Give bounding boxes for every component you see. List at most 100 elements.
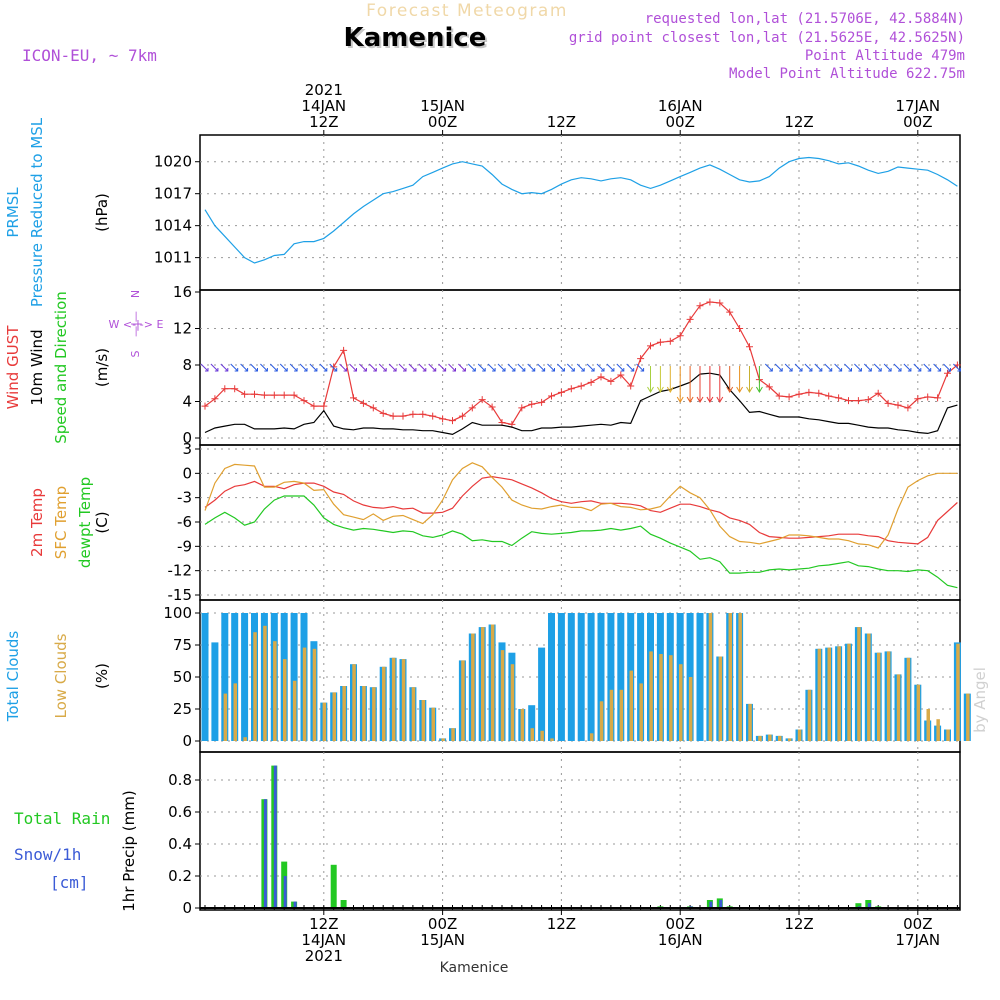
wind-arrow bbox=[487, 363, 496, 372]
wind-arrow-head bbox=[755, 386, 763, 393]
wind-arrow-head bbox=[878, 368, 882, 372]
data-bar bbox=[441, 738, 445, 741]
wind-arrow bbox=[448, 363, 456, 372]
gust-marker bbox=[775, 392, 783, 400]
bottom-time-label: 12Z bbox=[784, 915, 813, 933]
data-bar bbox=[411, 687, 416, 741]
data-bar bbox=[481, 627, 485, 741]
wind-arrow bbox=[497, 363, 506, 372]
gust-marker bbox=[528, 400, 536, 408]
gust-marker bbox=[874, 389, 882, 397]
wind-arrow bbox=[329, 363, 338, 372]
gust-marker bbox=[518, 404, 526, 412]
compass-axis: —|— bbox=[129, 311, 142, 337]
gust-marker bbox=[696, 302, 704, 310]
data-bar bbox=[787, 738, 792, 741]
data-bar bbox=[233, 683, 237, 741]
wind-arrow-head bbox=[808, 368, 813, 372]
data-bar bbox=[617, 613, 625, 741]
y-tick-label: -3 bbox=[177, 489, 192, 507]
wind-arrow bbox=[616, 363, 625, 372]
data-bar bbox=[352, 664, 356, 741]
wind-arrow-head bbox=[620, 368, 625, 372]
data-bar bbox=[956, 643, 960, 741]
panel-label: PRMSL bbox=[4, 187, 22, 238]
data-bar bbox=[669, 655, 673, 741]
series-line bbox=[204, 301, 958, 425]
wind-arrow bbox=[913, 363, 922, 372]
y-tick-label: 0.8 bbox=[168, 771, 192, 789]
wind-arrow bbox=[804, 363, 813, 372]
gust-marker bbox=[746, 343, 753, 351]
unit-label: (m/s) bbox=[93, 348, 111, 387]
top-time-label: 12Z bbox=[784, 113, 813, 131]
data-bar bbox=[837, 646, 841, 741]
data-bar bbox=[807, 689, 812, 741]
wind-arrow-head bbox=[789, 368, 793, 372]
gust-marker bbox=[350, 394, 357, 402]
wind-arrow-head bbox=[373, 368, 377, 372]
bottom-time-label: 12Z bbox=[309, 915, 338, 933]
y-tick-label: 8 bbox=[182, 356, 192, 374]
data-bar bbox=[778, 735, 782, 741]
chart-title: Kamenice bbox=[344, 23, 487, 53]
series-line bbox=[204, 495, 958, 589]
wind-arrow bbox=[210, 363, 219, 372]
wind-arrow-head bbox=[601, 368, 605, 372]
bottom-time-label: 15JAN bbox=[420, 931, 465, 949]
wind-arrow-head bbox=[432, 368, 437, 372]
data-bar bbox=[708, 613, 713, 741]
wind-arrow-head bbox=[224, 368, 229, 372]
wind-arrow bbox=[893, 363, 902, 372]
wind-arrow bbox=[269, 363, 278, 372]
wind-arrow bbox=[398, 363, 407, 372]
wind-arrow-head bbox=[868, 368, 872, 372]
data-bar bbox=[599, 701, 604, 741]
data-bar bbox=[946, 729, 950, 741]
data-bar bbox=[302, 647, 307, 741]
data-bar bbox=[696, 613, 704, 741]
wind-arrow bbox=[606, 363, 615, 372]
data-bar bbox=[322, 702, 327, 741]
wind-arrow bbox=[467, 363, 476, 372]
wind-arrow bbox=[873, 363, 882, 372]
wind-arrow bbox=[764, 363, 773, 372]
gust-marker bbox=[270, 391, 278, 399]
data-bar bbox=[609, 689, 614, 741]
wind-arrow bbox=[378, 363, 387, 372]
wind-arrow-head bbox=[264, 368, 268, 372]
wind-arrow-head bbox=[686, 396, 694, 403]
bottom-time-label: 16JAN bbox=[658, 931, 703, 949]
wind-arrow-head bbox=[828, 368, 833, 372]
y-tick-label: -15 bbox=[168, 586, 193, 604]
gust-marker bbox=[260, 391, 268, 399]
panel-label: Snow/1h bbox=[14, 845, 81, 864]
wind-arrow bbox=[834, 363, 842, 372]
data-bar bbox=[709, 901, 713, 908]
data-bar bbox=[530, 728, 534, 741]
data-bar bbox=[718, 656, 723, 741]
data-bar bbox=[283, 659, 287, 741]
y-tick-label: 4 bbox=[182, 393, 192, 411]
data-bar bbox=[312, 648, 317, 741]
gust-marker bbox=[221, 385, 229, 393]
gust-marker bbox=[637, 355, 645, 363]
top-time-label: 12Z bbox=[309, 113, 338, 131]
data-bar bbox=[738, 613, 742, 741]
data-bar bbox=[649, 651, 653, 741]
gust-marker bbox=[647, 342, 654, 350]
wind-arrow-head bbox=[838, 368, 843, 372]
gust-marker bbox=[468, 404, 476, 412]
y-tick-label: 0 bbox=[182, 429, 192, 447]
data-bar bbox=[520, 709, 525, 741]
data-bar bbox=[857, 627, 861, 741]
gust-marker bbox=[627, 382, 635, 390]
data-bar bbox=[290, 613, 298, 741]
wind-arrow bbox=[566, 363, 575, 372]
wind-arrow-head bbox=[393, 368, 397, 372]
wind-arrow bbox=[428, 363, 437, 372]
panel-label: 2m Temp bbox=[28, 488, 46, 557]
wind-arrow bbox=[923, 363, 932, 372]
wind-arrow bbox=[854, 363, 862, 372]
